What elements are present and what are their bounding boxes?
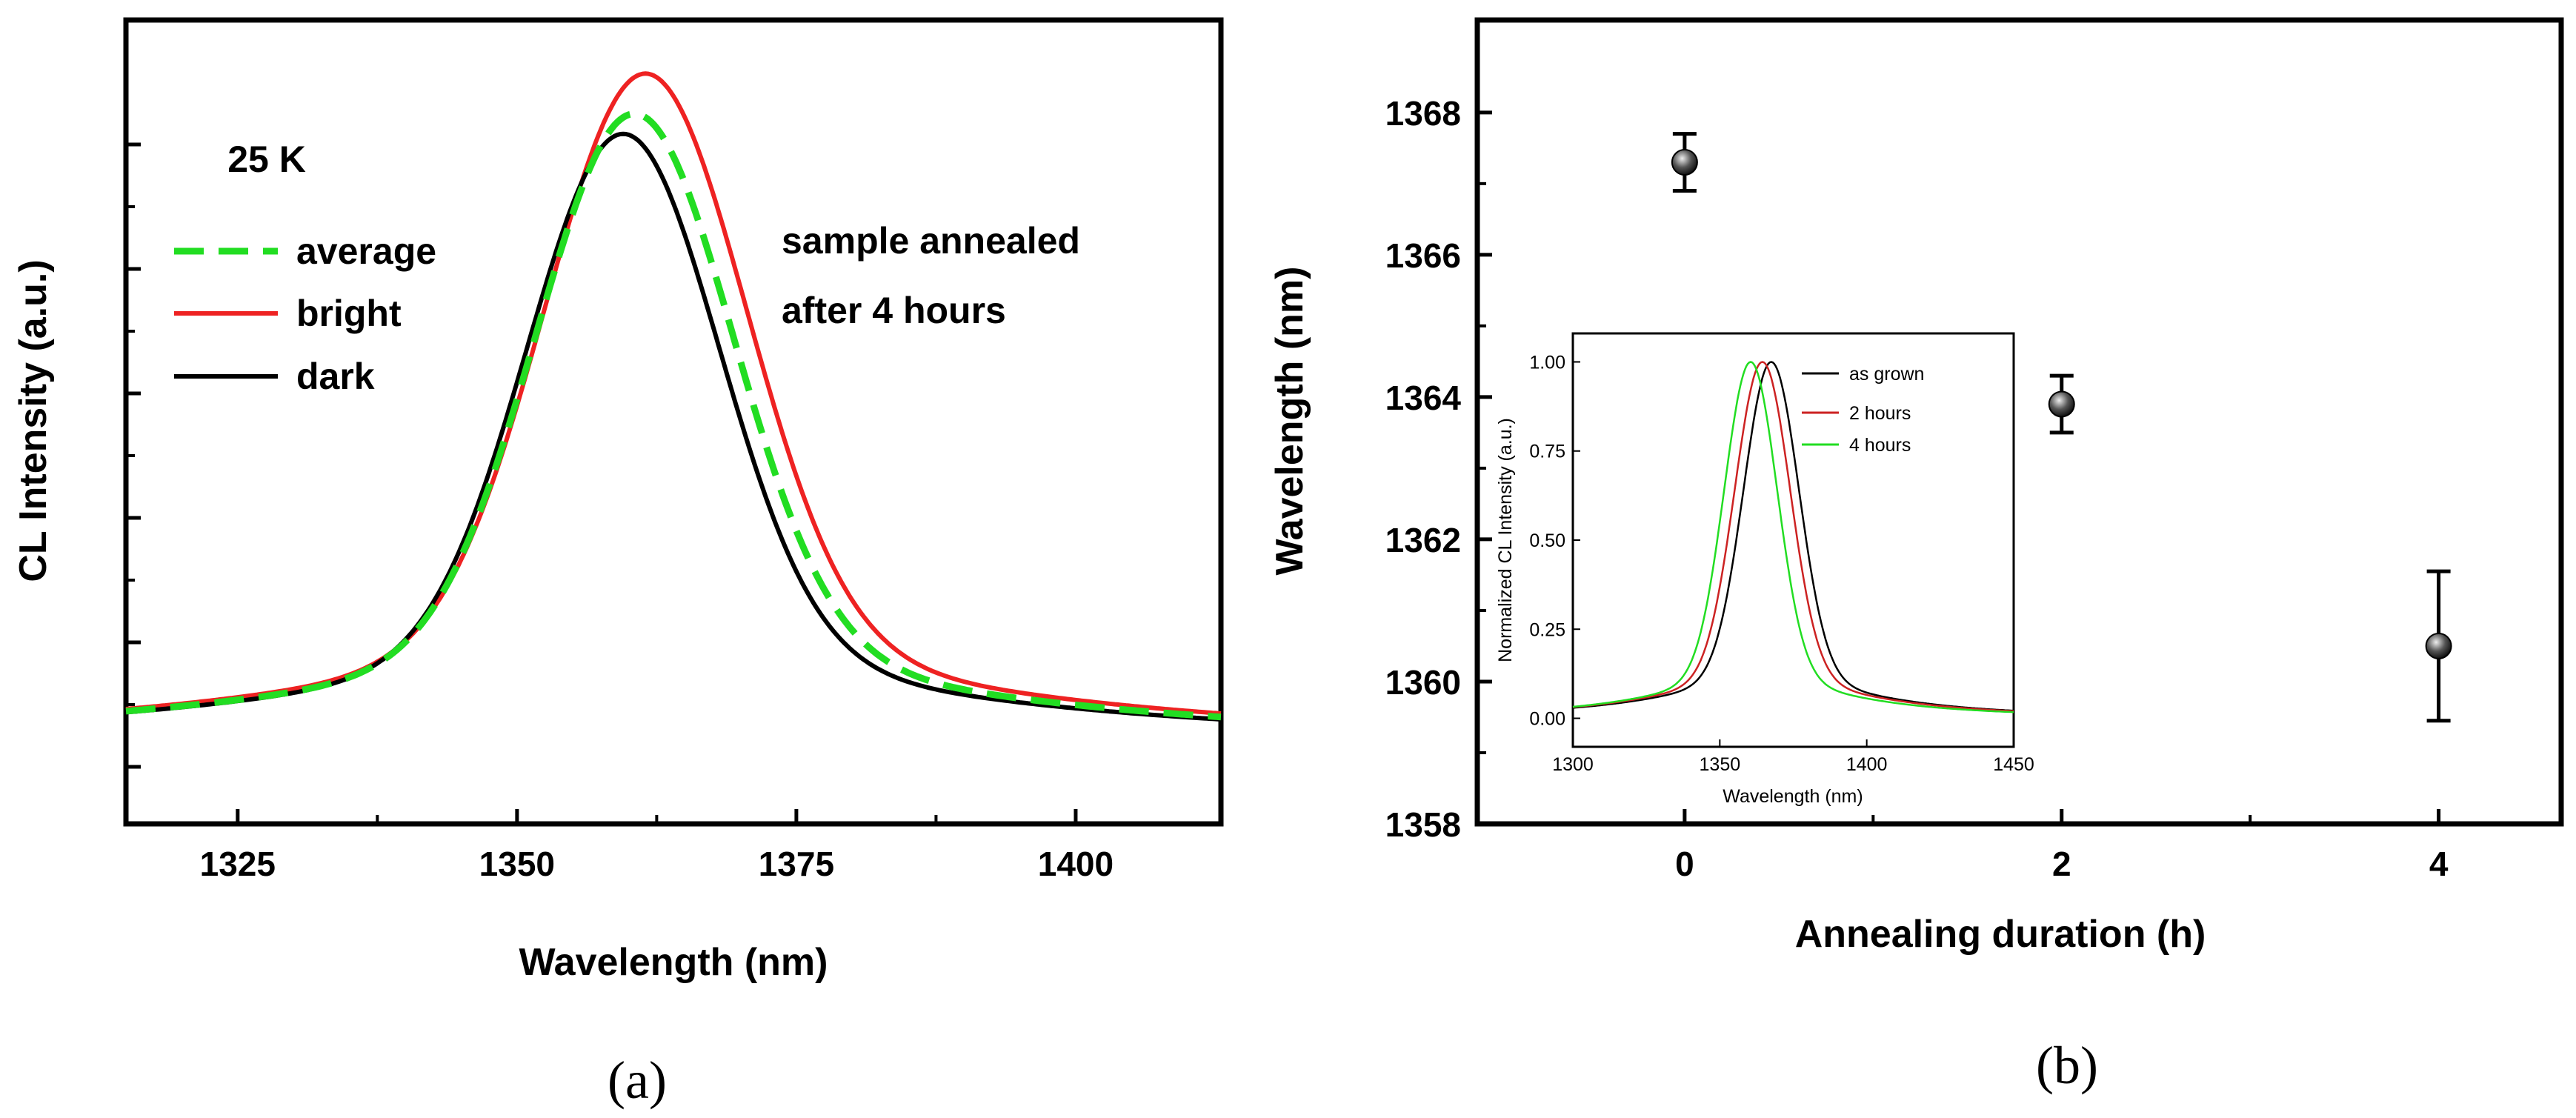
inset-legend-label-2-hours: 2 hours: [1849, 403, 1911, 424]
panel-b-label: (b): [2036, 1036, 2098, 1095]
annotation-temperature: 25 K: [227, 139, 306, 180]
inset-curves: [1572, 361, 2014, 713]
panel-b-x-tick-label: 2: [2052, 845, 2071, 883]
inset-x-tick-label: 1400: [1846, 754, 1888, 775]
inset-legend-label-as-grown: as grown: [1849, 364, 1924, 385]
inset-legend-label-4-hours: 4 hours: [1849, 435, 1911, 456]
panel-b-chart: 1358 1360 1362 1364 1366 1368 0 2 4 Annealing d…: [1268, 17, 2564, 1095]
panel-b-x-tick-label: 4: [2429, 845, 2449, 883]
annotation-sample-line1: sample annealed: [782, 220, 1080, 262]
inset-y-tick-label: 1.00: [1529, 352, 1565, 373]
legend-label-bright: bright: [296, 293, 402, 334]
inset-chart: 0.00 0.25 0.50 0.75 1.00 1300 1350 1400 1450 Wa…: [1495, 332, 2034, 807]
panel-a-y-axis-title: CL Intensity (a.u.): [12, 259, 55, 582]
panel-b-points: [1671, 132, 2452, 723]
panel-b-y-tick-label: 1366: [1385, 236, 1461, 275]
inset-x-axis-title: Wavelength (nm): [1723, 786, 1863, 807]
inset-y-ticks: 0.00 0.25 0.50 0.75 1.00: [1529, 352, 1580, 730]
inset-x-tick-label: 1300: [1552, 754, 1594, 775]
panel-b-x-ticks: 0 2 4: [1675, 809, 2449, 883]
panel-a-legend: average bright dark: [174, 230, 436, 397]
panel-b-y-tick-label: 1360: [1385, 663, 1461, 702]
panel-b-y-ticks: 1358 1360 1362 1364 1366 1368: [1385, 94, 1492, 844]
inset-plot-frame: [1571, 332, 2015, 748]
inset-y-tick-label: 0.25: [1529, 619, 1565, 640]
panel-a-x-axis-title: Wavelength (nm): [519, 941, 828, 984]
panel-a-x-tick-label: 1325: [200, 845, 276, 883]
legend-label-average: average: [296, 230, 436, 272]
inset-curve-as-grown: [1572, 361, 2014, 712]
panel-a-curves: [125, 71, 1222, 722]
panel-b-y-tick-label: 1368: [1385, 94, 1461, 133]
panel-a-x-tick-label: 1400: [1038, 845, 1114, 883]
panel-a-x-ticks: 1325 1350 1375 1400: [200, 809, 1114, 883]
panel-b-y-tick-label: 1362: [1385, 521, 1461, 559]
data-point: [2048, 390, 2075, 418]
panel-a-chart: 1325 1350 1375 1400 Wavelength (nm) CL Inte…: [12, 17, 1224, 1110]
annotation-sample-line2: after 4 hours: [782, 290, 1006, 331]
inset-x-tick-label: 1350: [1700, 754, 1741, 775]
panel-b-plot-frame: [1474, 17, 2564, 827]
data-point: [2425, 632, 2452, 659]
inset-y-tick-label: 0.75: [1529, 442, 1565, 462]
panel-a-x-tick-label: 1375: [759, 845, 834, 883]
panel-a-x-tick-label: 1350: [479, 845, 555, 883]
panel-b-y-tick-label: 1358: [1385, 805, 1461, 844]
inset-x-ticks: 1300 1350 1400 1450: [1552, 739, 2034, 775]
panel-a-plot-frame: [123, 17, 1224, 827]
inset-curve-2-hours: [1572, 361, 2014, 713]
panel-b-y-tick-label: 1364: [1385, 379, 1462, 417]
inset-curve-4-hours: [1572, 361, 2014, 713]
panel-b-x-axis-title: Annealing duration (h): [1795, 913, 2206, 956]
panel-a-label: (a): [608, 1051, 667, 1110]
legend-label-dark: dark: [296, 356, 375, 397]
panel-b-y-axis-title: Wavelength (nm): [1268, 267, 1311, 576]
inset-y-axis-title: Normalized CL Intensity (a.u.): [1495, 418, 1516, 662]
inset-y-tick-label: 0.00: [1529, 709, 1565, 730]
curve-average: [125, 110, 1222, 721]
data-point: [1671, 149, 1698, 176]
panel-b-x-tick-label: 0: [1675, 845, 1694, 883]
panel-a-y-ticks: [126, 142, 141, 769]
inset-y-tick-label: 0.50: [1529, 530, 1565, 551]
inset-x-tick-label: 1450: [1993, 754, 2034, 775]
inset-legend: as grown 2 hours 4 hours: [1802, 364, 1924, 456]
